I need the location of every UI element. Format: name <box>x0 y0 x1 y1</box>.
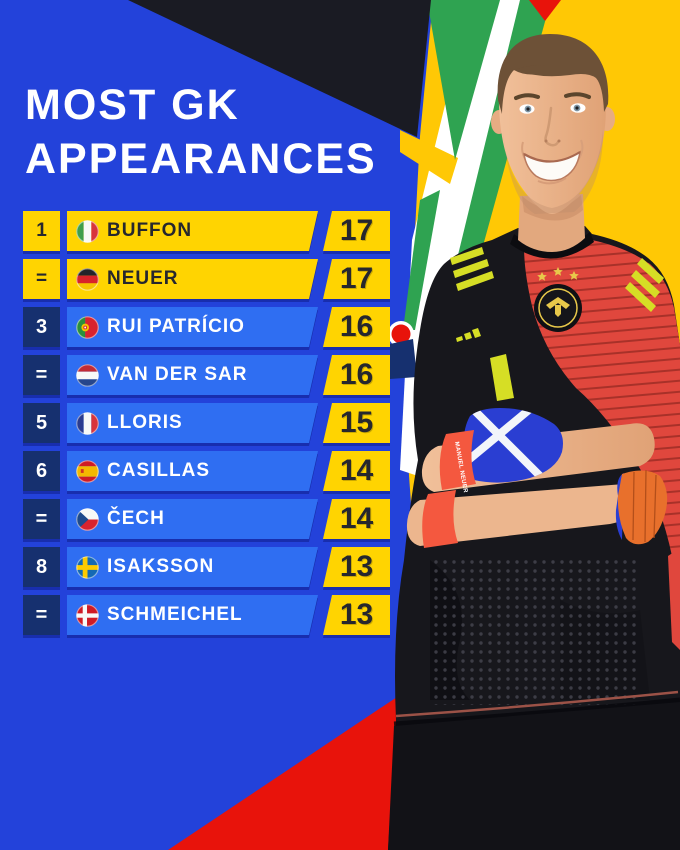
player-name: VAN DER SAR <box>107 364 248 385</box>
footer: ™ UEFA EURO2024 GERMANY <box>0 650 400 850</box>
czech-republic-flag-icon <box>76 508 99 531</box>
player-name-bar: BUFFON <box>67 211 318 251</box>
player-name-bar: VAN DER SAR <box>67 355 318 395</box>
appearances-value-box: 16 <box>323 355 390 395</box>
player-name: ISAKSSON <box>107 556 215 577</box>
appearances-value: 17 <box>339 262 374 295</box>
appearances-value-box: 14 <box>323 451 390 491</box>
player-name-bar: NEUER <box>67 259 318 299</box>
rank-box: 1 <box>23 211 60 251</box>
appearances-value: 15 <box>339 406 374 439</box>
rank-box: 5 <box>23 403 60 443</box>
rank-box: 6 <box>23 451 60 491</box>
appearances-value: 13 <box>339 598 374 631</box>
appearances-value-box: 17 <box>323 259 390 299</box>
rank-box: = <box>23 499 60 539</box>
rank-label: = <box>35 268 48 289</box>
player-name-bar: LLORIS <box>67 403 318 443</box>
rank-box: = <box>23 595 60 635</box>
table-row: 8 ISAKSSON 13 <box>23 547 390 587</box>
rank-label: 8 <box>35 555 48 578</box>
appearances-value: 14 <box>339 454 374 487</box>
table-row: = ČECH 14 <box>23 499 390 539</box>
rank-label: 6 <box>35 459 48 482</box>
rank-label: = <box>35 507 48 530</box>
rank-label: 3 <box>35 315 48 338</box>
player-name-bar: CASILLAS <box>67 451 318 491</box>
table-row: 1 BUFFON 17 <box>23 211 390 251</box>
table-row: = VAN DER SAR 16 <box>23 355 390 395</box>
appearances-value: 14 <box>339 502 374 535</box>
appearances-value: 17 <box>339 214 374 247</box>
title-line-1: MOST GK <box>25 81 240 129</box>
sweden-flag-icon <box>76 556 99 579</box>
rank-label: = <box>35 603 48 626</box>
rank-label: 1 <box>36 220 47 241</box>
table-row: 5 LLORIS 15 <box>23 403 390 443</box>
portugal-flag-icon <box>76 316 99 339</box>
player-name: SCHMEICHEL <box>107 604 243 625</box>
appearances-value-box: 17 <box>323 211 390 251</box>
rank-label: = <box>35 363 48 386</box>
spain-flag-icon <box>76 460 99 483</box>
rank-box: = <box>23 355 60 395</box>
appearances-value-box: 16 <box>323 307 390 347</box>
germany-flag-icon <box>76 268 99 291</box>
denmark-flag-icon <box>76 604 99 627</box>
appearances-value-box: 15 <box>323 403 390 443</box>
rank-box: = <box>23 259 60 299</box>
appearances-value-box: 14 <box>323 499 390 539</box>
player-name: RUI PATRÍCIO <box>107 316 245 337</box>
france-flag-icon <box>76 412 99 435</box>
player-name: NEUER <box>107 268 179 289</box>
table-row: 6 CASILLAS 14 <box>23 451 390 491</box>
wristband-text: MANUEL NEUER <box>453 441 468 493</box>
title-line-2: APPEARANCES <box>25 135 377 183</box>
rank-label: 5 <box>35 411 48 434</box>
player-name: BUFFON <box>107 220 193 241</box>
italy-flag-icon <box>76 220 99 243</box>
appearances-value-box: 13 <box>323 595 390 635</box>
appearances-value: 16 <box>339 358 374 391</box>
table-row: = SCHMEICHEL 13 <box>23 595 390 635</box>
player-name-bar: SCHMEICHEL <box>67 595 318 635</box>
leaderboard: 1 BUFFON 17 = NEUER 17 3 RUI PATRÍCIO 16 <box>23 211 390 643</box>
appearances-value-box: 13 <box>323 547 390 587</box>
rank-box: 8 <box>23 547 60 587</box>
appearances-value: 13 <box>339 550 374 583</box>
player-name-bar: RUI PATRÍCIO <box>67 307 318 347</box>
table-row: = NEUER 17 <box>23 259 390 299</box>
table-row: 3 RUI PATRÍCIO 16 <box>23 307 390 347</box>
appearances-value: 16 <box>339 310 374 343</box>
player-name-bar: ČECH <box>67 499 318 539</box>
netherlands-flag-icon <box>76 364 99 387</box>
player-name: ČECH <box>107 508 165 529</box>
player-name-bar: ISAKSSON <box>67 547 318 587</box>
player-name: CASILLAS <box>107 460 210 481</box>
rank-box: 3 <box>23 307 60 347</box>
page-title: MOST GK APPEARANCES <box>25 78 377 186</box>
player-name: LLORIS <box>107 412 183 433</box>
